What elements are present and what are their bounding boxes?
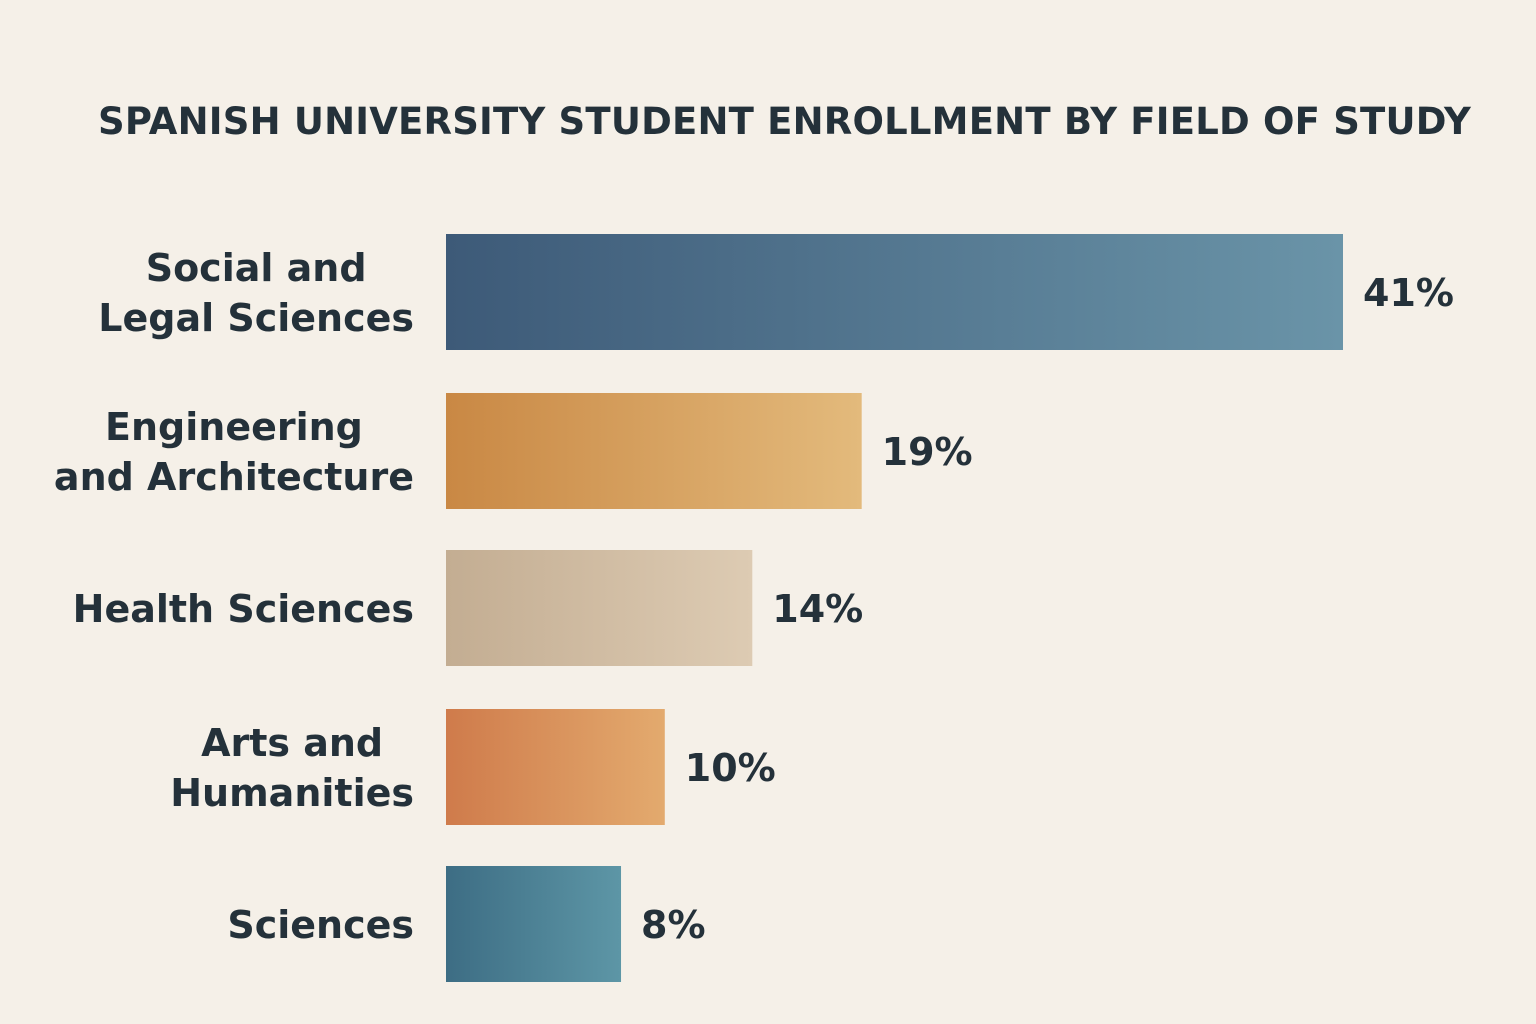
category-label-line: Engineering [105, 405, 363, 449]
value-label: 14% [772, 587, 863, 631]
category-label-line: Health Sciences [73, 587, 414, 631]
category-label: Social and Legal Sciences [98, 246, 414, 340]
category-labels: Social and Legal Sciences Engineering and A… [54, 246, 414, 947]
value-label: 19% [882, 430, 973, 474]
value-label: 41% [1363, 271, 1454, 315]
value-label: 8% [641, 903, 706, 947]
category-label: Health Sciences [73, 587, 414, 631]
bar [446, 393, 862, 509]
category-label-line: Legal Sciences [98, 296, 414, 340]
category-label-line: Sciences [227, 903, 414, 947]
category-label-line: Social and [146, 246, 367, 290]
category-label-line: Humanities [170, 771, 414, 815]
category-label: Sciences [227, 903, 414, 947]
value-labels: 41% 19% 14% 10% 8% [641, 271, 1454, 947]
bars-layer [446, 234, 1343, 982]
bar [446, 709, 665, 825]
category-label: Engineering and Architecture [54, 405, 414, 499]
chart-title: SPANISH UNIVERSITY STUDENT ENROLLMENT BY… [98, 100, 1471, 143]
category-label-line: Arts and [201, 721, 383, 765]
bar [446, 866, 622, 982]
bar [446, 550, 753, 666]
bar [446, 234, 1343, 350]
category-label-line: and Architecture [54, 455, 414, 499]
value-label: 10% [685, 746, 776, 790]
category-label: Arts and Humanities [170, 721, 414, 815]
